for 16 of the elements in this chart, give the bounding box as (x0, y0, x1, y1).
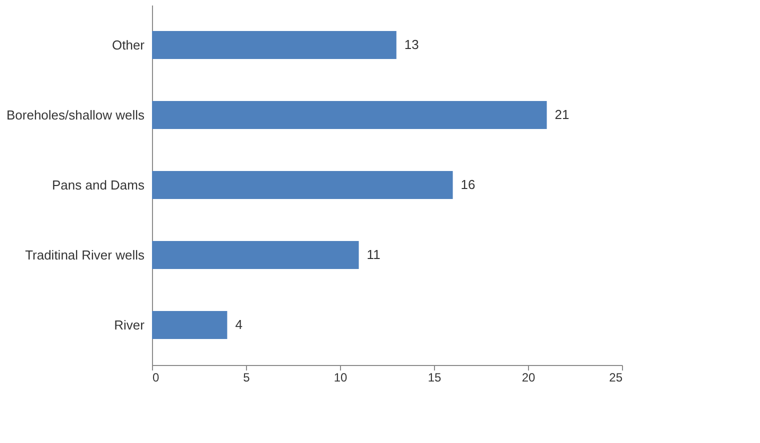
x-tick-label: 25 (609, 370, 623, 384)
data-label: 11 (366, 247, 380, 262)
x-tick-label: 15 (428, 370, 442, 384)
x-tick-label: 0 (152, 370, 160, 384)
y-tick-label: Boreholes/shallow wells (6, 108, 145, 122)
x-tick-label: 20 (522, 370, 536, 384)
x-tick-label: 5 (243, 370, 250, 384)
y-tick-label: River (114, 318, 146, 332)
y-tick-label: Pans and Dams (52, 178, 145, 192)
data-label: 13 (404, 37, 419, 52)
x-tick-label: 10 (334, 370, 348, 384)
data-label: 21 (554, 107, 570, 122)
y-tick-label: Traditinal River wells (25, 248, 145, 262)
data-label: 16 (460, 177, 476, 192)
data-label: 4 (235, 317, 242, 332)
y-tick-label: Other (112, 38, 146, 52)
